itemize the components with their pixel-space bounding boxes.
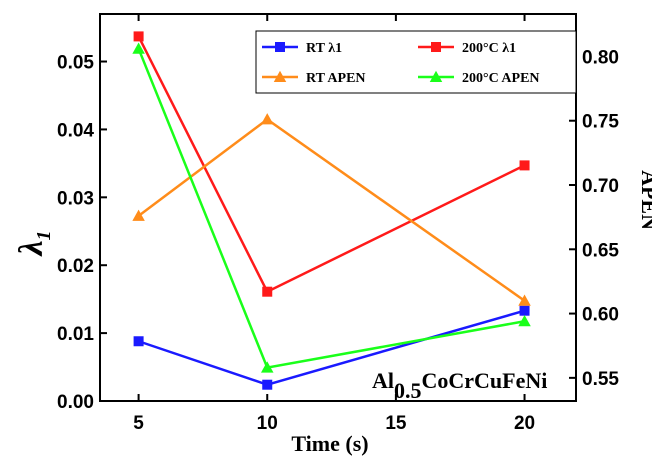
y-right-tick-label: 0.75 bbox=[582, 112, 619, 133]
legend-label: 200°C APEN bbox=[462, 71, 540, 86]
y-right-tick-label: 0.80 bbox=[582, 47, 619, 68]
y-left-tick-label: 0.04 bbox=[57, 120, 94, 141]
series-1-point bbox=[519, 160, 530, 171]
series-0-point bbox=[133, 336, 144, 347]
legend-label: 200°C λ1 bbox=[462, 41, 516, 56]
axis-ticks: 5 10 15 20 0.00 0.01 0.02 0.03 0.04 0.05 0.55 0.60 0… bbox=[57, 14, 619, 434]
series-line-3 bbox=[137, 48, 525, 369]
legend: RT λ1 200°C λ1 RT APEN 200°C APEN bbox=[255, 30, 577, 94]
y-axis-right-title: APEN bbox=[637, 170, 652, 230]
series-3-point bbox=[518, 315, 531, 327]
legend-marker bbox=[273, 70, 287, 82]
series-line-2 bbox=[137, 117, 526, 302]
series-1-point bbox=[262, 286, 273, 297]
y-left-tick-label: 0.01 bbox=[57, 324, 94, 345]
plot-frame bbox=[99, 13, 577, 402]
series-2-point bbox=[260, 113, 274, 125]
series-0-point bbox=[519, 305, 530, 316]
legend-label: RT APEN bbox=[306, 71, 366, 86]
y-left-tick-label: 0.00 bbox=[57, 392, 94, 413]
y-right-tick-label: 0.65 bbox=[582, 240, 619, 261]
y-axis-left-title: λ1 bbox=[13, 230, 55, 257]
y-right-tick-label: 0.70 bbox=[582, 176, 619, 197]
x-tick-label: 10 bbox=[257, 413, 278, 434]
series-1-point bbox=[133, 31, 144, 42]
legend-marker bbox=[429, 70, 443, 82]
y-left-tick-label: 0.02 bbox=[57, 256, 94, 277]
series-markers bbox=[132, 31, 531, 390]
legend-marker bbox=[431, 42, 441, 52]
legend-label: RT λ1 bbox=[306, 41, 342, 56]
x-tick-label: 20 bbox=[514, 413, 535, 434]
series-0-point bbox=[262, 379, 273, 390]
y-left-tick-label: 0.03 bbox=[57, 188, 94, 209]
y-left-tick-label: 0.05 bbox=[57, 53, 94, 74]
x-axis-title: Time (s) bbox=[291, 431, 368, 456]
alloy-annotation: Al0.5CoCrCuFeNi bbox=[372, 368, 547, 403]
series-3-point bbox=[132, 42, 145, 54]
x-tick-label: 5 bbox=[133, 413, 144, 434]
legend-box bbox=[255, 30, 577, 94]
x-tick-label: 15 bbox=[385, 413, 407, 434]
y-right-tick-label: 0.55 bbox=[582, 369, 619, 390]
y-right-tick-label: 0.60 bbox=[582, 305, 619, 326]
series-2-point bbox=[518, 294, 531, 306]
legend-marker bbox=[275, 42, 285, 52]
series-2-point bbox=[132, 209, 145, 221]
series-3-point bbox=[260, 361, 274, 373]
